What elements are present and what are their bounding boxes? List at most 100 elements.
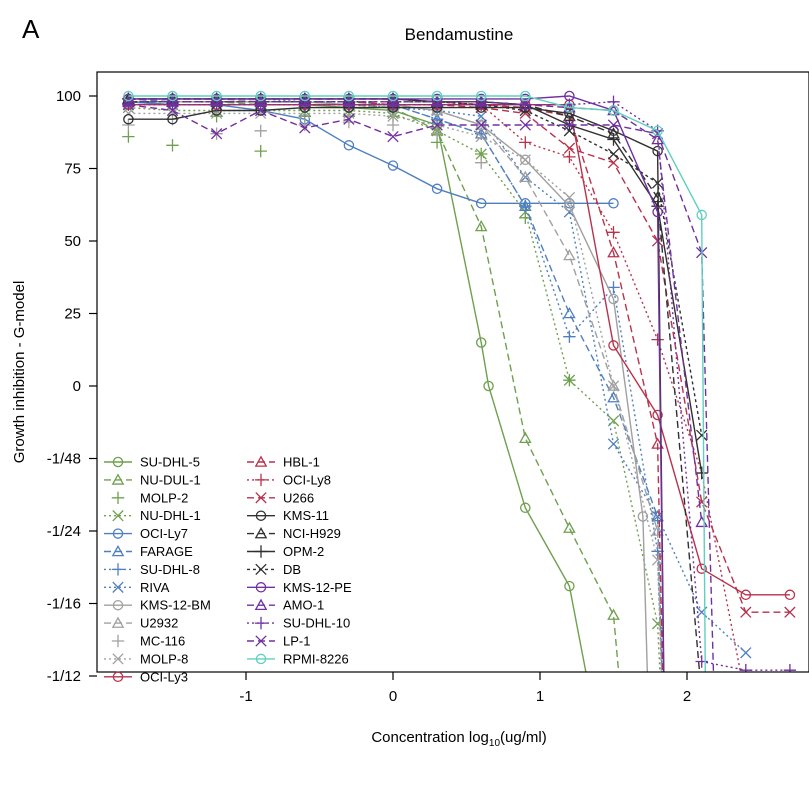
plot-frame [96, 71, 809, 673]
legend-label: RIVA [140, 580, 170, 595]
data-point [475, 337, 487, 348]
data-point [386, 118, 400, 132]
data-point [123, 113, 134, 125]
data-point [387, 130, 399, 143]
data-point [431, 183, 443, 195]
legend-marker [255, 635, 267, 647]
data-point [607, 133, 620, 146]
legend-marker [254, 616, 268, 630]
legend-item: OCI-Ly3 [104, 669, 188, 684]
legend-item: SU-DHL-10 [247, 616, 350, 631]
series-molp-2 [122, 110, 576, 387]
y-tick-label: 25 [64, 306, 81, 323]
data-point [519, 136, 532, 149]
x-tick-label: 0 [389, 688, 397, 705]
series-line [128, 101, 790, 671]
y-tick-label: -1/12 [47, 668, 81, 685]
data-point [342, 115, 356, 129]
series-kms-12-pe [123, 90, 665, 672]
legend-marker [111, 563, 125, 576]
data-point [519, 154, 531, 166]
legend-label: U266 [283, 490, 314, 505]
data-point [607, 246, 620, 258]
legend-label: MOLP-8 [140, 651, 188, 666]
legend-marker [112, 528, 124, 539]
legend-label: HBL-1 [283, 455, 320, 470]
series-line [128, 98, 620, 672]
data-point [563, 125, 576, 137]
legend-marker [255, 510, 267, 521]
data-point [475, 130, 487, 143]
data-point [607, 608, 620, 620]
series-line [128, 101, 703, 436]
data-point [652, 125, 663, 137]
legend-item: SU-DHL-8 [104, 562, 200, 577]
data-point [607, 438, 620, 450]
legend-marker [254, 455, 268, 467]
data-point [387, 110, 399, 122]
data-point [608, 340, 619, 351]
data-point [608, 198, 619, 209]
y-tick-label: -1/16 [47, 596, 81, 613]
x-tick-label: -1 [239, 688, 252, 705]
legend-marker [254, 598, 268, 611]
data-point [520, 90, 531, 102]
data-point [210, 128, 223, 140]
legend-label: OCI-Ly3 [140, 669, 188, 684]
legend-marker [254, 527, 268, 539]
y-tick-label: 0 [73, 378, 81, 395]
legend-marker [255, 653, 267, 665]
legend-item: HBL-1 [247, 455, 320, 470]
data-point [607, 391, 620, 403]
legend-label: SU-DHL-10 [283, 616, 350, 631]
data-point [696, 209, 707, 221]
data-point [431, 90, 443, 102]
data-point [122, 130, 135, 143]
series-line [128, 106, 665, 672]
legend-item: U266 [247, 490, 314, 505]
legend-label: OPM-2 [283, 544, 324, 559]
series-nu-dul-1 [122, 92, 620, 672]
data-point [563, 150, 576, 164]
y-tick-label: -1/48 [47, 451, 81, 468]
data-point [166, 104, 179, 117]
legend-marker [111, 544, 125, 557]
data-point [607, 148, 620, 160]
legend-marker [112, 599, 124, 611]
data-point [696, 563, 707, 574]
legend-marker [111, 491, 125, 504]
legend-label: NCI-H929 [283, 526, 341, 541]
legend-label: LP-1 [283, 634, 310, 649]
legend-background [99, 452, 281, 670]
data-point [210, 110, 223, 123]
legend-marker [112, 671, 124, 683]
series-rpmi-8226 [123, 90, 707, 672]
legend-label: RPMI-8226 [283, 651, 349, 666]
series-kms-11 [123, 102, 665, 672]
series-nci-h929 [122, 92, 701, 672]
data-point [607, 380, 620, 392]
legend-label: MC-116 [140, 634, 185, 649]
data-point [475, 156, 488, 169]
series-opm-2 [122, 92, 708, 480]
data-point [519, 119, 531, 131]
legend-label: KMS-12-BM [140, 598, 211, 613]
data-point [564, 198, 575, 209]
data-point [299, 90, 311, 102]
legend-item: RPMI-8226 [247, 651, 349, 666]
data-point [740, 647, 752, 659]
y-axis: 100 75 50 25 0 -1/48 -1/24 -1/16 -1/12 [47, 88, 97, 685]
legend-marker [112, 456, 124, 468]
legend-marker [111, 616, 125, 628]
panel-label: A [22, 14, 40, 44]
data-point [298, 118, 311, 132]
series-su-dhl-5 [123, 96, 587, 672]
data-point [563, 142, 576, 154]
data-point [607, 226, 620, 239]
series-line [128, 95, 665, 672]
data-point [607, 157, 620, 169]
legend-label: KMS-11 [283, 508, 329, 523]
data-point [122, 118, 135, 132]
data-point [430, 103, 444, 116]
data-point [255, 104, 267, 117]
